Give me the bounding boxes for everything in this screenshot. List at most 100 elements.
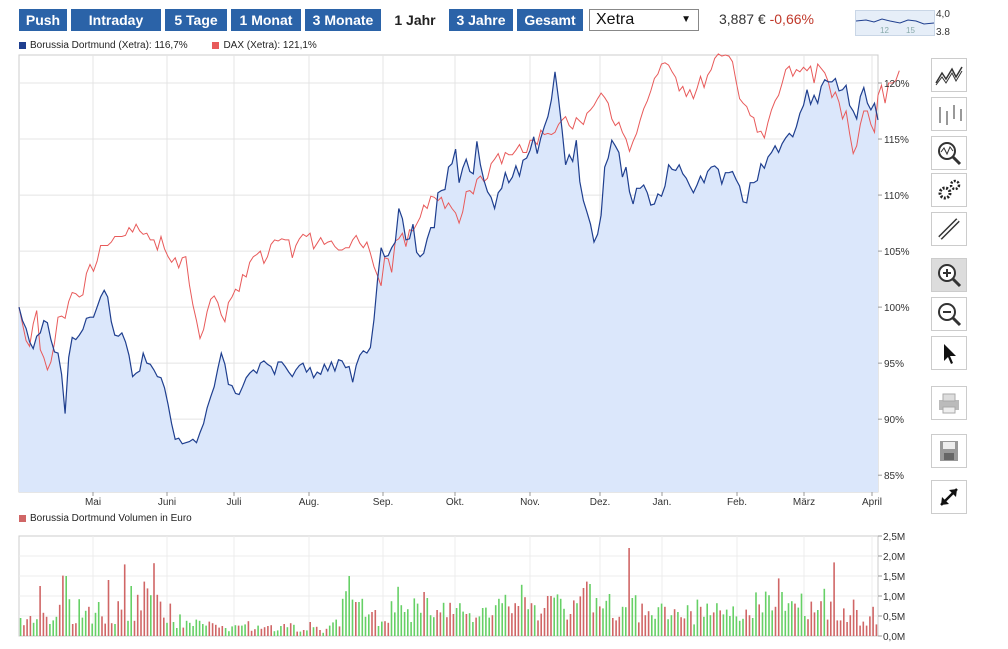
volume-bar [140,610,142,636]
volume-bar [62,575,64,636]
volume-bar [784,610,787,636]
volume-bar [872,606,874,636]
zoom-out-icon[interactable] [931,297,967,331]
volume-bar [433,617,435,636]
line-chart-icon[interactable] [931,58,967,92]
ohlc-chart-icon[interactable] [931,97,967,131]
volume-bar [621,606,624,636]
volume-y-ticks: 0,0M 0,5M 1,0M 1,5M 2,0M 2,5M [878,532,905,643]
price-x-tick-label: Jan. [653,497,672,508]
volume-bar [693,624,695,636]
volume-bar [748,615,751,636]
volume-bar [192,626,194,636]
volume-bar [384,621,386,636]
print-glyph [939,393,959,414]
volume-bar [504,594,507,636]
volume-bar [208,621,211,636]
tab-push[interactable]: Push [19,9,67,31]
mini-chart-top-label: 4,0 [936,9,950,20]
mini-chart-svg: 12 15 [855,18,935,35]
exchange-select-value: Xetra [596,11,635,28]
volume-bar [179,614,181,636]
volume-bar [875,624,878,636]
volume-bar [234,625,237,636]
volume-bar [625,607,627,636]
legend-swatch-bvb [19,41,26,49]
volume-bar [107,580,110,636]
save-icon[interactable] [931,434,967,468]
draw-pencil-icon[interactable] [931,212,967,246]
volume-bar [472,622,474,636]
volume-bar [660,603,663,636]
volume-bar [19,618,22,636]
cursor-icon[interactable] [931,336,967,370]
volume-bar [371,612,373,636]
volume-bar [348,576,350,636]
exchange-select[interactable]: Xetra ▼ [589,9,699,31]
mini-chart[interactable]: 12 15 [855,10,935,36]
volume-bar [777,578,780,636]
settings-gears-icon[interactable] [931,173,967,207]
volume-bar [306,630,308,636]
tab-1-monat[interactable]: 1 Monat [231,9,301,31]
volume-bar [485,607,487,636]
mini-chart-line [855,18,935,25]
volume-plot-frame [18,535,879,637]
volume-bar [172,622,175,636]
tab-gesamt[interactable]: Gesamt [517,9,583,31]
print-icon[interactable] [931,386,967,420]
volume-bar [267,626,269,636]
volume-bar [664,606,666,636]
volume-bar [280,626,282,636]
zoom-in-glyph [938,264,962,288]
volume-bar [332,622,334,636]
volume-bar [794,603,796,636]
dax-series-line [18,53,900,372]
volume-bar [163,617,165,636]
legend-label-dax: DAX (Xetra): 121,1% [223,40,317,51]
bvb-series-line [18,71,879,445]
tab-intraday[interactable]: Intraday [71,9,161,31]
volume-bar [413,598,416,636]
volume-bar [475,617,477,636]
price-y-tick-label: 120% [884,79,910,90]
volume-bar [742,618,744,636]
save-glyph [940,441,958,461]
volume-bar [546,596,549,636]
tab-3-monate[interactable]: 3 Monate [305,9,381,31]
volume-bar [813,612,816,636]
volume-bar [120,609,123,636]
volume-bar [488,617,490,636]
volume-bar [143,581,146,636]
volume-bar [573,600,575,636]
volume-bar [462,611,464,636]
tab-3-jahre[interactable]: 3 Jahre [449,9,513,31]
volume-bar [114,624,116,636]
volume-bar [481,608,484,636]
volume-bar [755,592,757,636]
volume-bar [420,612,422,636]
quote-price: 3,887 € [719,11,766,27]
tab-5-tage[interactable]: 5 Tage [165,9,227,31]
volume-legend: Borussia Dortmund Volumen in Euro [19,513,192,524]
volume-bar [390,601,393,636]
volume-bar [198,620,201,636]
volume-bar [299,631,302,636]
indicator-magnifier-icon[interactable] [931,136,967,170]
price-x-tick-label: Juni [158,497,176,508]
zoom-in-icon[interactable] [931,258,967,292]
tab-1-jahr[interactable]: 1 Jahr [385,9,445,31]
volume-bar [355,602,357,636]
settings-gears-glyph [938,179,961,200]
quote: 3,887 € -0,66% [719,11,814,27]
volume-bar [302,630,305,636]
volume-bar [231,626,233,636]
volume-bar [361,598,364,636]
volume-bar [130,586,132,636]
volume-bar [761,612,764,636]
fullscreen-icon[interactable] [931,480,967,514]
volume-grid [18,535,879,637]
volume-bar [862,621,865,636]
volume-bar [335,619,337,636]
volume-bar [686,605,689,636]
